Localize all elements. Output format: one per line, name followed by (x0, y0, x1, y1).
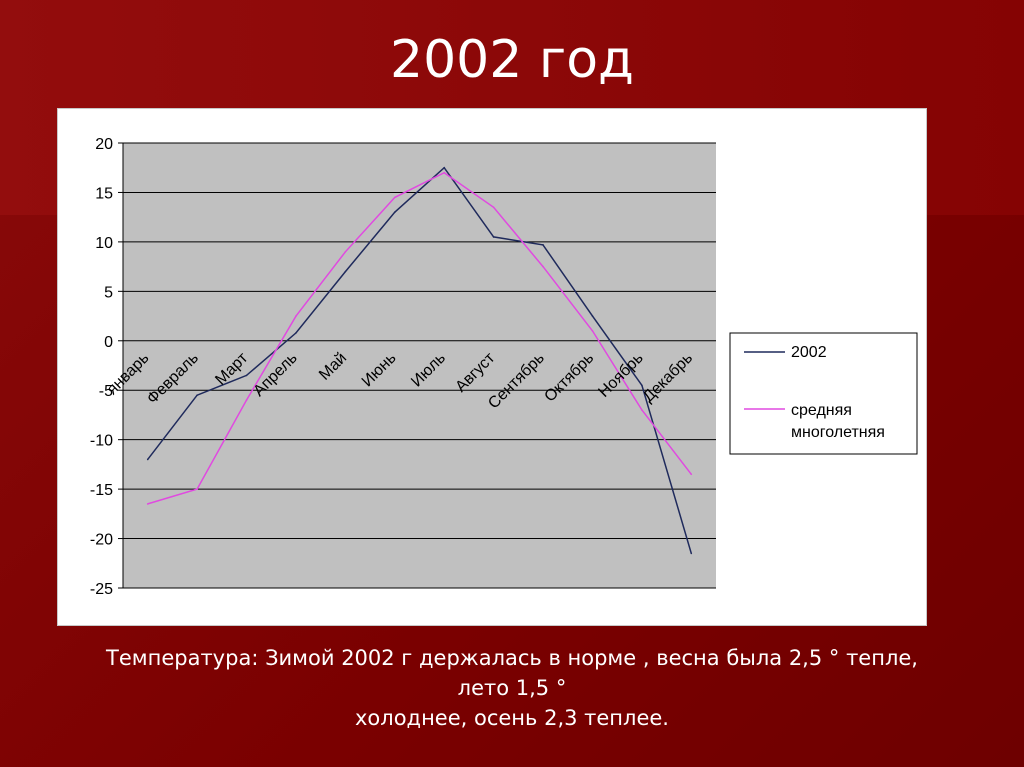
chart-container: 20 15 10 5 0 -5 -10 -15 -20 -25 январь Февраль Март… (57, 108, 927, 626)
caption-line-1: Температура: Зимой 2002 г держалась в но… (106, 646, 918, 670)
series-average-line (147, 171, 692, 505)
data-point (196, 488, 198, 490)
data-point (492, 206, 495, 209)
legend-label-2002: 2002 (791, 344, 827, 361)
data-point (245, 399, 248, 401)
plot-area (123, 143, 716, 588)
y-tick-label: -10 (90, 433, 113, 450)
y-tick-label: 0 (104, 334, 113, 351)
series-2002-line (147, 166, 693, 554)
data-point (344, 270, 347, 273)
data-point (196, 394, 198, 396)
data-point (492, 236, 495, 238)
data-point (690, 552, 693, 555)
data-point (393, 211, 396, 214)
data-point (542, 265, 544, 268)
data-point (443, 171, 446, 174)
data-point (443, 166, 446, 169)
data-point (146, 458, 149, 461)
caption: Температура: Зимой 2002 г держалась в но… (40, 643, 984, 733)
caption-line-2: лето 1,5 ° (457, 676, 567, 700)
data-point (641, 384, 643, 387)
data-point (344, 250, 347, 253)
slide-title: 2002 год (390, 30, 634, 90)
data-point (641, 409, 643, 411)
data-point (295, 332, 297, 334)
y-tick-label: -25 (90, 581, 113, 598)
legend-label-avg-line1: средняя (791, 402, 852, 419)
y-tick-label: 20 (95, 136, 113, 153)
legend: 2002 средняя многолетняя (729, 332, 918, 455)
data-point (245, 374, 248, 377)
caption-line-3: холоднее, осень 2,3 теплее. (355, 706, 669, 730)
y-tick-label: 5 (104, 284, 113, 301)
y-tick-label: -5 (99, 383, 113, 400)
data-point (591, 330, 594, 332)
y-tick-label: -15 (90, 482, 113, 499)
data-point (393, 196, 396, 199)
y-tick-label: -20 (90, 532, 113, 549)
data-point (591, 315, 594, 317)
legend-label-avg-line2: многолетняя (791, 424, 885, 441)
data-point (146, 503, 149, 505)
legend-label-avg: средняя многолетняя (791, 402, 885, 441)
y-tick-label: 15 (95, 185, 113, 202)
data-point (542, 244, 544, 246)
legend-box (729, 332, 918, 455)
data-point (295, 315, 297, 317)
data-point (690, 473, 693, 476)
y-tick-label: 10 (95, 235, 113, 252)
